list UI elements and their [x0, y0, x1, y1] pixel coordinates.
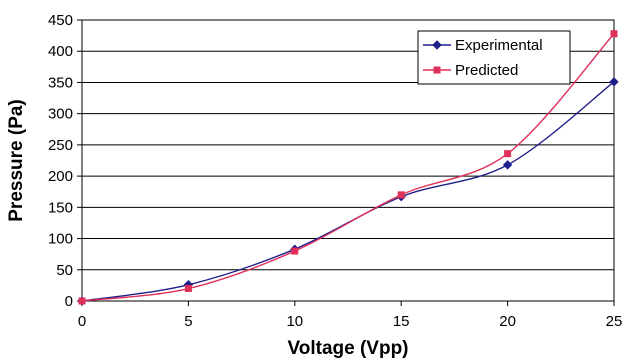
data-point-predicted — [185, 286, 191, 292]
x-axis: 0 5 10 15 20 25 — [78, 301, 623, 330]
y-tick-label: 450 — [48, 12, 73, 29]
x-tick-label: 10 — [286, 313, 303, 330]
x-tick-label: 5 — [184, 313, 192, 330]
data-point-predicted — [505, 151, 511, 157]
legend-label-predicted: Predicted — [455, 62, 518, 79]
x-tick-label: 0 — [78, 313, 86, 330]
data-point-predicted — [79, 298, 85, 304]
data-point-predicted — [398, 192, 404, 198]
legend: Experimental Predicted — [418, 31, 570, 84]
y-tick-label: 100 — [48, 231, 73, 248]
legend-marker-predicted — [434, 67, 440, 73]
legend-label-experimental: Experimental — [455, 37, 543, 54]
x-tick-label: 25 — [606, 313, 623, 330]
y-tick-label: 0 — [65, 293, 73, 310]
y-axis: 0 50 100 150 200 250 300 350 400 450 — [48, 12, 82, 310]
y-tick-label: 200 — [48, 168, 73, 185]
x-tick-label: 20 — [499, 313, 516, 330]
series-line-experimental — [82, 82, 614, 301]
y-axis-title: Pressure (Pa) — [6, 99, 27, 222]
y-tick-label: 50 — [56, 262, 73, 279]
y-tick-label: 400 — [48, 43, 73, 60]
data-point-predicted — [611, 31, 617, 37]
x-tick-label: 15 — [393, 313, 410, 330]
y-tick-label: 350 — [48, 74, 73, 91]
y-tick-label: 150 — [48, 199, 73, 216]
y-tick-label: 300 — [48, 106, 73, 123]
series-experimental — [78, 78, 618, 305]
data-point-predicted — [292, 248, 298, 254]
y-tick-label: 250 — [48, 137, 73, 154]
data-point-experimental — [504, 161, 512, 169]
x-axis-title: Voltage (Vpp) — [287, 338, 408, 359]
